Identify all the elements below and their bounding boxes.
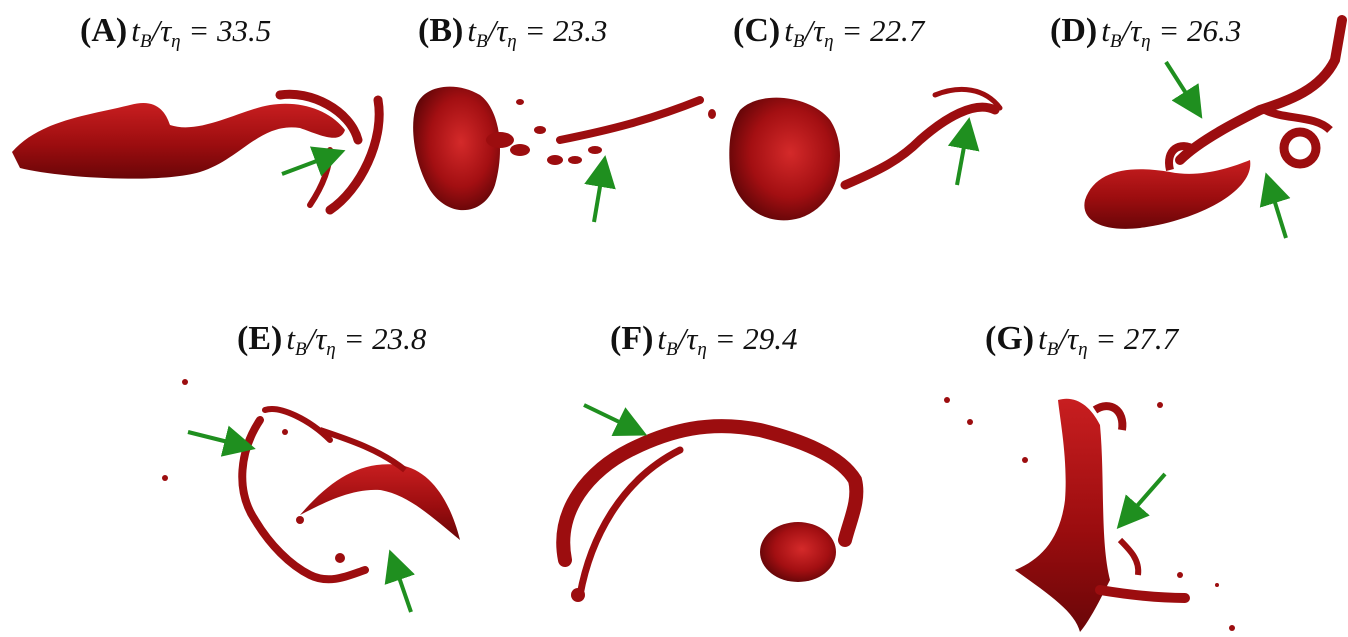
ratio-expression: tB/τη = 29.4 [657,321,798,360]
droplet-shape-e [162,379,460,584]
droplet-shape-a [12,89,384,215]
panel-label-e: (E) tB/τη = 23.8 [237,320,427,360]
droplet-shape-g [944,397,1235,632]
panel-label-c: (C) tB/τη = 22.7 [733,12,925,52]
panel-letter: (G) [985,320,1035,357]
ratio-expression: tB/τη = 27.7 [1038,321,1179,360]
panel-label-d: (D) tB/τη = 26.3 [1050,12,1242,52]
panel-letter: (A) [80,12,128,49]
ratio-value: 23.3 [553,13,608,48]
ratio-expression: tB/τη = 23.3 [467,13,608,52]
arrow-d1 [1164,60,1203,119]
arrow-g [1116,472,1167,530]
ratio-value: 22.7 [870,13,925,48]
ratio-expression: tB/τη = 26.3 [1101,13,1242,52]
panel-letter: (D) [1050,12,1098,49]
droplet-shape-c [729,86,1003,221]
droplet-shape-b [413,86,716,211]
panel-label-a: (A) tB/τη = 33.5 [80,12,272,52]
arrow-e1 [187,425,256,457]
panel-label-b: (B) tB/τη = 23.3 [418,12,608,52]
arrow-a [281,146,346,177]
panel-label-g: (G) tB/τη = 27.7 [985,320,1179,360]
ratio-expression: tB/τη = 33.5 [131,13,272,52]
arrow-c [947,117,980,186]
ratio-value: 33.5 [217,13,272,48]
ratio-value: 29.4 [743,321,798,356]
ratio-expression: tB/τη = 22.7 [784,13,925,52]
panel-label-f: (F) tB/τη = 29.4 [610,320,798,360]
ratio-value: 27.7 [1123,321,1179,356]
panel-letter: (F) [610,320,654,357]
ratio-expression: tB/τη = 23.8 [286,321,427,360]
arrow-e2 [384,549,415,613]
panel-letter: (C) [733,12,781,49]
panel-letter: (B) [418,12,464,49]
ratio-value: 23.8 [372,321,427,356]
droplet-shape-d [1084,15,1347,229]
arrow-b [584,155,616,223]
panel-letter: (E) [237,320,283,357]
droplet-shape-f [556,419,864,602]
arrow-f [583,403,648,436]
arrow-d2 [1259,172,1291,239]
ratio-value: 26.3 [1187,13,1242,48]
